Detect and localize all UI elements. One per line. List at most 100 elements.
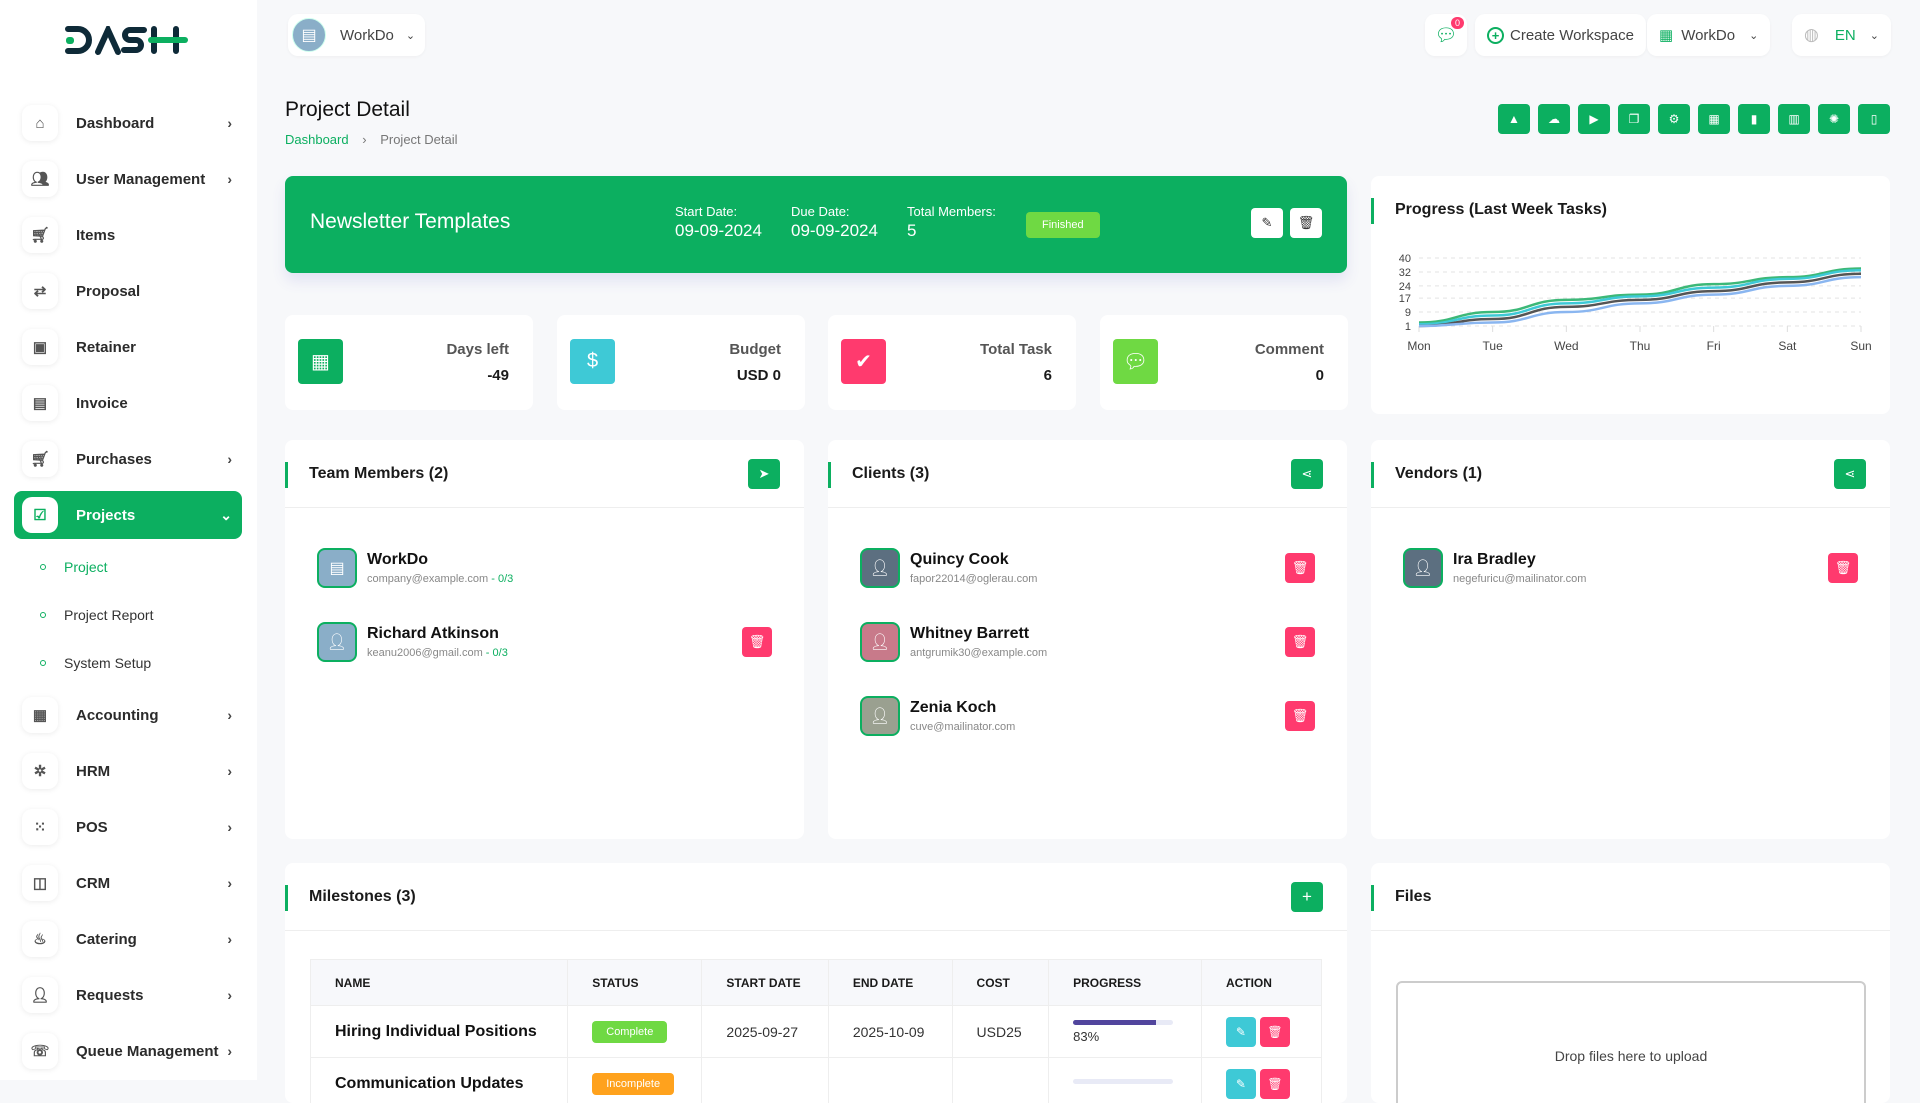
avatar: 👤︎ <box>860 548 900 588</box>
sidebar-item-crm[interactable]: ◫CRM› <box>14 859 242 907</box>
messages-button[interactable]: 💬︎ 0 <box>1425 14 1467 56</box>
sidebar-item-items[interactable]: 🛒︎Items <box>14 211 242 259</box>
add-milestone-button[interactable]: + <box>1291 882 1323 912</box>
invoice-icon: ▤ <box>22 385 58 421</box>
globe-icon: ◍ <box>1804 25 1819 45</box>
file-dropzone[interactable]: Drop files here to upload <box>1396 981 1866 1103</box>
create-workspace-button[interactable]: + Create Workspace <box>1475 14 1646 56</box>
sidebar-item-invoice[interactable]: ▤ Invoice <box>14 379 242 427</box>
sidebar-item-projects[interactable]: ☑Projects⌄ <box>14 491 242 539</box>
sidebar-subitem-system-setup[interactable]: System Setup <box>14 643 242 683</box>
language-selector[interactable]: ◍ EN ⌄ <box>1792 14 1891 56</box>
sidebar-subitem-label: Project <box>64 559 108 575</box>
file-report-button[interactable]: ▯ <box>1858 104 1890 134</box>
page-title: Project Detail <box>285 98 410 122</box>
bug-icon: ✺ <box>1829 112 1839 126</box>
remove-vendors-button[interactable]: 🗑︎ <box>1828 553 1858 583</box>
settings-button[interactable]: ⚙ <box>1658 104 1690 134</box>
sidebar-item-pos[interactable]: ⁙POS› <box>14 803 242 851</box>
remove-clients-button[interactable]: 🗑︎ <box>1285 701 1315 731</box>
comment-icon: 💬︎ <box>1113 339 1158 384</box>
column-header: STATUS <box>568 960 702 1006</box>
cost: USD25 <box>952 1006 1049 1058</box>
home-icon: ⌂ <box>22 105 58 141</box>
sidebar-item-hrm[interactable]: ✲HRM› <box>14 747 242 795</box>
end-date <box>828 1058 952 1103</box>
member-name: Richard Atkinson <box>367 625 508 643</box>
share-vendors-button[interactable]: ⋖ <box>1834 459 1866 489</box>
sidebar-item-label: Catering <box>76 931 227 948</box>
milestone-name: Communication Updates <box>311 1058 568 1103</box>
column-header: COST <box>952 960 1049 1006</box>
sidebar-item-dashboard[interactable]: ⌂Dashboard› <box>14 99 242 147</box>
y-tick-label: 17 <box>1399 293 1411 305</box>
video-button[interactable]: ▶ <box>1578 104 1610 134</box>
stat-value: -49 <box>487 367 509 384</box>
chevron-right-icon: › <box>227 707 232 723</box>
breadcrumb-dashboard-link[interactable]: Dashboard <box>285 132 349 147</box>
stat-label: Budget <box>729 341 781 358</box>
workspace-switcher[interactable]: ▤ WorkDo ⌄ <box>288 14 425 56</box>
google-drive-button[interactable]: ▲ <box>1498 104 1530 134</box>
apps-icon: ▦ <box>1659 26 1673 44</box>
invite-member-button[interactable]: ➤ <box>748 459 780 489</box>
calendar-button[interactable]: ▦ <box>1698 104 1730 134</box>
delete-milestone-button[interactable]: 🗑︎ <box>1260 1069 1290 1099</box>
sidebar-item-label: Invoice <box>76 395 232 412</box>
sidebar-item-queue-management[interactable]: ☏Queue Management› <box>14 1027 242 1075</box>
onedrive-button[interactable]: ☁ <box>1538 104 1570 134</box>
stat-card-days-left: ▦Days left-49 <box>285 315 533 410</box>
column-header: END DATE <box>828 960 952 1006</box>
check-icon: ✔ <box>841 339 886 384</box>
sidebar-item-label: Retainer <box>76 339 232 356</box>
delete-project-button[interactable]: 🗑︎ <box>1290 208 1322 238</box>
status-badge: Finished <box>1026 212 1100 238</box>
sidebar-item-label: User Management <box>76 171 227 188</box>
share-clients-button[interactable]: ⋖ <box>1291 459 1323 489</box>
chevron-right-icon: › <box>227 987 232 1003</box>
project-banner: Newsletter Templates Start Date:09-09-20… <box>285 176 1347 273</box>
sidebar-item-accounting[interactable]: ▦Accounting› <box>14 691 242 739</box>
send-icon: ➤ <box>759 466 770 482</box>
trash-icon: 🗑︎ <box>1292 708 1309 724</box>
sidebar-item-purchases[interactable]: 🛒︎Purchases› <box>14 435 242 483</box>
chart-button[interactable]: ▮ <box>1738 104 1770 134</box>
sidebar-item-user-management[interactable]: 👥︎User Management› <box>14 155 242 203</box>
avatar: ▤ <box>317 548 357 588</box>
edit-milestone-button[interactable]: ✎ <box>1226 1069 1256 1099</box>
x-tick-label: Sun <box>1850 339 1871 353</box>
copy-button[interactable]: ❐ <box>1618 104 1650 134</box>
chart-icon: ▮ <box>1751 112 1758 126</box>
avatar: 👤︎ <box>317 622 357 662</box>
edit-project-button[interactable]: ✎ <box>1251 208 1283 238</box>
sidebar-item-requests[interactable]: 👤︎Requests› <box>14 971 242 1019</box>
chevron-right-icon: › <box>227 115 232 131</box>
remove-clients-button[interactable]: 🗑︎ <box>1285 627 1315 657</box>
workspace-avatar-icon: ▤ <box>292 18 326 52</box>
sidebar-subitem-project[interactable]: Project <box>14 547 242 587</box>
sidebar-item-catering[interactable]: ♨Catering› <box>14 915 242 963</box>
kanban-button[interactable]: ▥ <box>1778 104 1810 134</box>
remove-team-button[interactable]: 🗑︎ <box>742 627 772 657</box>
sidebar-subitem-label: Project Report <box>64 607 153 623</box>
sidebar-item-retainer[interactable]: ▣Retainer <box>14 323 242 371</box>
sidebar-item-proposal[interactable]: ⇄Proposal <box>14 267 242 315</box>
milestones-title: Milestones (3) <box>309 888 416 906</box>
trash-icon: 🗑︎ <box>749 634 766 650</box>
bug-button[interactable]: ✺ <box>1818 104 1850 134</box>
chevron-down-icon: ⌄ <box>406 29 415 42</box>
edit-milestone-button[interactable]: ✎ <box>1226 1017 1256 1047</box>
sidebar-subitem-project-report[interactable]: Project Report <box>14 595 242 635</box>
remove-clients-button[interactable]: 🗑︎ <box>1285 553 1315 583</box>
stat-value: USD 0 <box>737 367 781 384</box>
workspace-menu[interactable]: ▦ WorkDo ⌄ <box>1647 14 1770 56</box>
avatar: 👤︎ <box>860 622 900 662</box>
delete-milestone-button[interactable]: 🗑︎ <box>1260 1017 1290 1047</box>
